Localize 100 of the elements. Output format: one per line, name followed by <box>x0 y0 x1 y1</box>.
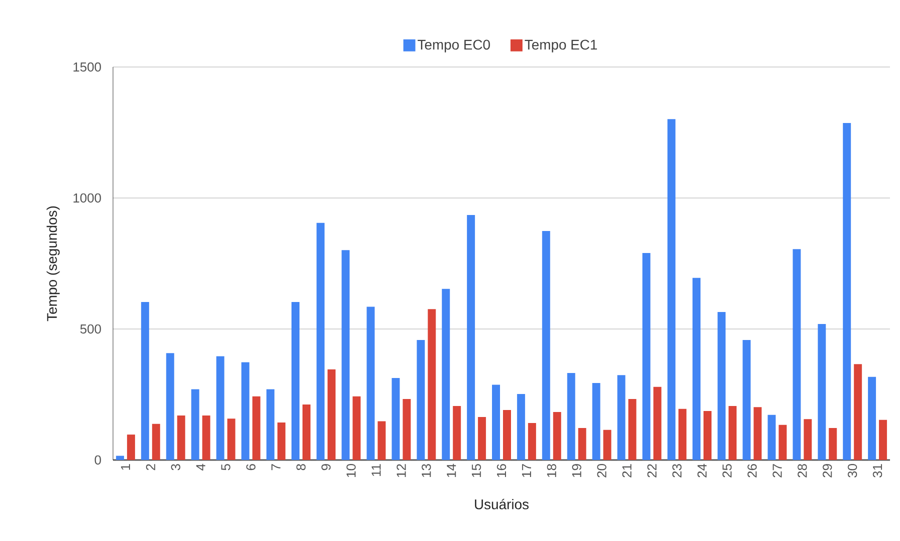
x-axis-title: Usuários <box>474 498 529 510</box>
bar <box>828 428 837 460</box>
bar <box>166 353 174 460</box>
bar <box>768 414 776 460</box>
x-tick-label: 19 <box>572 464 582 477</box>
bar <box>141 302 150 460</box>
bar <box>342 250 350 460</box>
bar <box>678 408 686 460</box>
bar <box>642 253 650 460</box>
x-tick-label: 31 <box>872 464 882 478</box>
bar <box>366 306 375 460</box>
x-tick-label: 5 <box>221 464 230 470</box>
bar <box>241 362 250 460</box>
bar <box>442 288 450 460</box>
bar <box>653 386 662 460</box>
y-tick-label: 0 <box>94 455 101 465</box>
x-tick-label: 16 <box>496 464 506 477</box>
x-tick-label: 1 <box>121 464 130 470</box>
x-tick-label: 12 <box>396 464 406 477</box>
bar <box>628 398 636 460</box>
bar <box>428 309 436 460</box>
bar <box>718 312 726 460</box>
bar <box>266 389 274 460</box>
bar <box>528 423 536 460</box>
y-axis-title: Tempo (segundos) <box>46 206 60 322</box>
x-tick-label: 2 <box>146 464 156 470</box>
bar <box>378 421 386 460</box>
x-tick-label: 23 <box>672 464 682 478</box>
bar <box>216 356 224 460</box>
bar <box>302 404 310 460</box>
x-tick-label: 15 <box>472 464 481 477</box>
x-tick-label: 8 <box>296 464 306 470</box>
x-tick-label: 10 <box>346 464 356 477</box>
x-tick-label: 4 <box>196 464 206 470</box>
bar <box>778 424 787 460</box>
x-tick-label: 25 <box>722 464 732 478</box>
bar <box>277 422 286 460</box>
bar <box>152 424 160 460</box>
bar <box>392 378 400 460</box>
legend-label: Tempo EC1 <box>524 40 597 52</box>
x-tick-label: 17 <box>522 464 532 477</box>
bar <box>542 231 550 460</box>
bar <box>692 278 701 460</box>
bar <box>492 384 500 460</box>
y-tick-label: 500 <box>80 324 101 334</box>
bar <box>478 417 486 460</box>
bar <box>704 410 712 460</box>
bar <box>818 324 826 460</box>
x-tick-label: 28 <box>798 464 807 478</box>
bar <box>792 249 801 460</box>
x-tick-label: 13 <box>422 464 431 477</box>
bar <box>868 376 876 460</box>
x-tick-label: 9 <box>321 464 331 470</box>
x-tick-label: 11 <box>372 464 381 476</box>
bar <box>567 373 576 460</box>
bar <box>291 302 300 460</box>
bar <box>116 456 124 460</box>
bar <box>352 396 361 460</box>
bar <box>854 364 862 460</box>
bar <box>617 375 626 460</box>
bar <box>452 406 461 460</box>
bar <box>227 418 236 460</box>
bar <box>316 222 325 460</box>
bar <box>842 123 851 460</box>
x-tick-label: 6 <box>246 464 256 470</box>
bar <box>252 396 260 460</box>
x-tick-label: 29 <box>822 464 832 478</box>
bar <box>466 215 475 460</box>
legend-label: Tempo EC0 <box>418 40 490 52</box>
x-tick-label: 7 <box>271 464 280 470</box>
x-tick-label: 18 <box>547 464 556 477</box>
x-tick-label: 22 <box>647 464 656 478</box>
bar <box>667 119 676 460</box>
bar <box>592 382 600 460</box>
x-tick-label: 24 <box>697 464 707 478</box>
bar <box>416 340 425 460</box>
bar <box>177 415 186 460</box>
x-tick-label: 30 <box>848 464 857 478</box>
bar <box>328 369 336 460</box>
bar <box>578 428 586 460</box>
bar <box>754 407 762 460</box>
x-tick-label: 14 <box>446 464 456 477</box>
x-tick-label: 21 <box>622 464 632 478</box>
x-tick-label: 3 <box>171 464 180 470</box>
bar <box>804 419 812 460</box>
bar <box>878 420 887 460</box>
bar <box>202 415 210 460</box>
bar <box>742 340 751 460</box>
bar <box>728 406 737 460</box>
bar <box>517 394 526 460</box>
x-tick-label: 27 <box>772 464 782 478</box>
bar <box>191 389 200 460</box>
y-tick-label: 1000 <box>74 193 101 203</box>
bar <box>402 398 411 460</box>
y-tick-label: 1500 <box>74 62 101 72</box>
x-tick-label: 26 <box>748 464 757 478</box>
bar <box>553 412 562 460</box>
bar <box>603 430 612 460</box>
bar <box>503 410 511 460</box>
bar <box>127 434 136 460</box>
